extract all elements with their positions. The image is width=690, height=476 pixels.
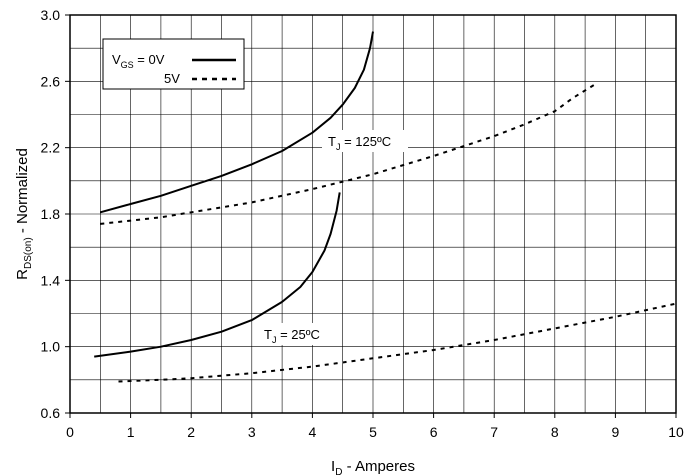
series-line-25C-dashed [118, 302, 677, 383]
x-axis-label: ID - Amperes [331, 458, 415, 476]
annotation-125c: TJ = 125ºC [322, 130, 408, 152]
x-tick-label: 2 [187, 424, 195, 440]
legend-label-0v: VGS = 0V [112, 52, 165, 70]
series-line-125C-solid [100, 31, 374, 214]
x-tick-label: 10 [668, 424, 684, 440]
x-tick-label: 6 [430, 424, 438, 440]
x-tick-label: 3 [248, 424, 256, 440]
series-group [94, 31, 677, 383]
y-tick-label: 2.2 [41, 140, 61, 156]
series-line-25C-solid [94, 192, 341, 358]
x-tick-label: 1 [127, 424, 135, 440]
tick-labels: 0 1 2 3 4 5 6 7 8 9 10 0.6 1.0 1.4 1.8 2.2 2.6 3.0 [41, 7, 684, 440]
x-tick-label: 7 [490, 424, 498, 440]
y-tick-label: 2.6 [41, 73, 61, 89]
x-tick-label: 5 [369, 424, 377, 440]
grid [70, 15, 676, 413]
y-tick-label: 1.0 [41, 339, 61, 355]
y-tick-label: 0.6 [41, 405, 61, 421]
x-tick-label: 4 [309, 424, 317, 440]
y-tick-label: 3.0 [41, 7, 61, 23]
annotation-25c-text: TJ = 25ºC [264, 327, 320, 345]
legend-box [102, 38, 245, 90]
annotation-125c-bg [322, 130, 408, 152]
legend-label-5v: 5V [164, 71, 180, 86]
y-axis-label: RDS(on) - Normalized [14, 148, 34, 280]
legend: VGS = 0V 5V [102, 38, 245, 90]
x-tick-label: 8 [551, 424, 559, 440]
series-line-125C-dashed [100, 82, 598, 225]
x-tick-label: 0 [66, 424, 74, 440]
annotation-25c-bg [258, 323, 338, 345]
y-tick-label: 1.8 [41, 206, 61, 222]
annotation-25c: TJ = 25ºC [258, 323, 338, 345]
y-tick-label: 1.4 [41, 272, 61, 288]
annotation-125c-text: TJ = 125ºC [328, 134, 391, 152]
x-tick-label: 9 [612, 424, 620, 440]
